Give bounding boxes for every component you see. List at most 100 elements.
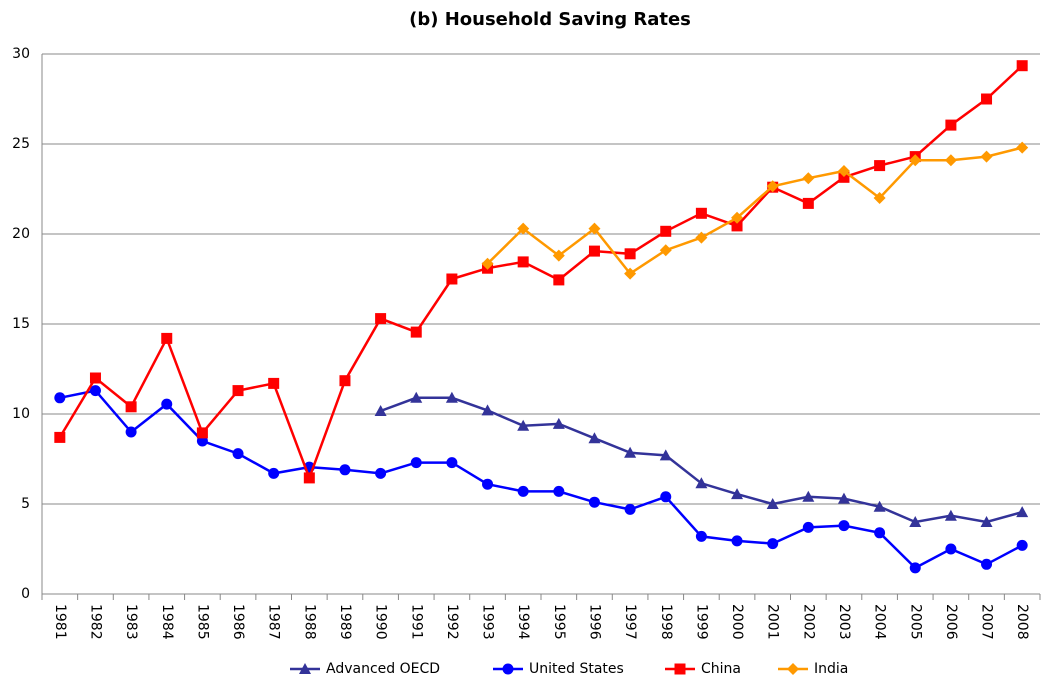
chart-title: (b) Household Saving Rates <box>409 9 691 30</box>
point <box>944 509 957 521</box>
point <box>731 535 743 547</box>
point <box>517 485 529 497</box>
x-tick-label: 1982 <box>87 604 103 640</box>
point <box>731 488 744 500</box>
x-tick-label: 1999 <box>693 604 709 640</box>
point <box>375 313 387 325</box>
x-tick-label: 1995 <box>551 604 567 640</box>
x-tick-label: 1991 <box>408 604 424 640</box>
point <box>802 172 815 185</box>
y-tick-label: 0 <box>21 586 30 602</box>
point <box>980 150 993 163</box>
legend-label: China <box>701 661 741 677</box>
y-tick-label: 5 <box>21 496 30 512</box>
point <box>299 663 311 674</box>
point <box>874 160 886 172</box>
point <box>410 326 422 338</box>
point <box>410 391 423 403</box>
point <box>375 467 387 479</box>
x-tick-label: 2001 <box>765 604 781 640</box>
x-tick-label: 1986 <box>230 604 246 640</box>
point <box>874 527 886 539</box>
x-tick-label: 1990 <box>373 604 389 640</box>
point <box>624 248 636 260</box>
x-tick-label: 1993 <box>480 604 496 640</box>
x-tick-label: 1998 <box>658 604 674 640</box>
point <box>838 520 850 532</box>
point <box>125 401 137 413</box>
point <box>624 503 636 515</box>
point <box>446 273 458 285</box>
point <box>873 192 886 204</box>
legend-label: Advanced OECD <box>326 661 440 677</box>
point <box>624 267 637 280</box>
point <box>767 538 779 550</box>
x-tick-label: 1996 <box>586 604 602 640</box>
x-tick-label: 2006 <box>943 604 959 640</box>
x-tick-label: 1985 <box>194 604 210 640</box>
point <box>588 222 601 235</box>
point <box>695 477 708 489</box>
point <box>588 432 601 444</box>
point <box>660 491 672 503</box>
point <box>660 225 672 237</box>
point <box>125 426 137 438</box>
point <box>731 211 744 224</box>
point <box>873 500 886 512</box>
point <box>502 663 514 675</box>
x-tick-label: 2007 <box>979 604 995 640</box>
point <box>837 165 850 177</box>
point <box>695 530 707 542</box>
point <box>909 562 921 574</box>
series-line <box>380 396 1023 524</box>
series-line <box>58 64 1024 482</box>
point <box>161 332 173 344</box>
point <box>54 392 66 404</box>
point <box>695 231 708 244</box>
point <box>588 496 600 508</box>
point <box>161 398 173 410</box>
x-tick-label: 1984 <box>159 604 175 640</box>
point <box>232 448 244 460</box>
x-tick-label: 2002 <box>800 604 816 640</box>
x-tick-label: 2003 <box>836 604 852 640</box>
x-tick-label: 2008 <box>1014 604 1030 640</box>
point <box>54 431 66 443</box>
point <box>802 521 814 533</box>
point <box>1016 141 1029 154</box>
point <box>446 457 458 469</box>
point <box>787 663 799 675</box>
point <box>838 171 850 183</box>
point <box>1016 506 1029 518</box>
x-tick-label: 1981 <box>52 604 68 640</box>
x-tick-label: 2000 <box>729 604 745 640</box>
point <box>945 119 957 131</box>
point <box>553 485 565 497</box>
point <box>766 180 779 193</box>
x-tick-label: 2005 <box>907 604 923 640</box>
point <box>268 467 280 479</box>
point <box>374 404 387 416</box>
point <box>624 446 637 458</box>
point <box>481 404 494 416</box>
y-tick-label: 15 <box>12 316 30 332</box>
point <box>481 257 494 270</box>
point <box>517 222 530 235</box>
point <box>339 375 351 387</box>
point <box>517 256 529 268</box>
x-tick-label: 1994 <box>515 604 531 640</box>
legend-label: India <box>814 661 848 677</box>
point <box>410 457 422 469</box>
point <box>89 372 101 384</box>
point <box>1016 60 1028 72</box>
point <box>517 419 530 431</box>
point <box>802 197 814 209</box>
x-tick-label: 1989 <box>337 604 353 640</box>
point <box>909 516 922 527</box>
point <box>674 663 686 675</box>
x-tick-label: 1987 <box>266 604 282 640</box>
point <box>339 464 351 476</box>
point <box>659 244 672 257</box>
point <box>802 490 815 502</box>
